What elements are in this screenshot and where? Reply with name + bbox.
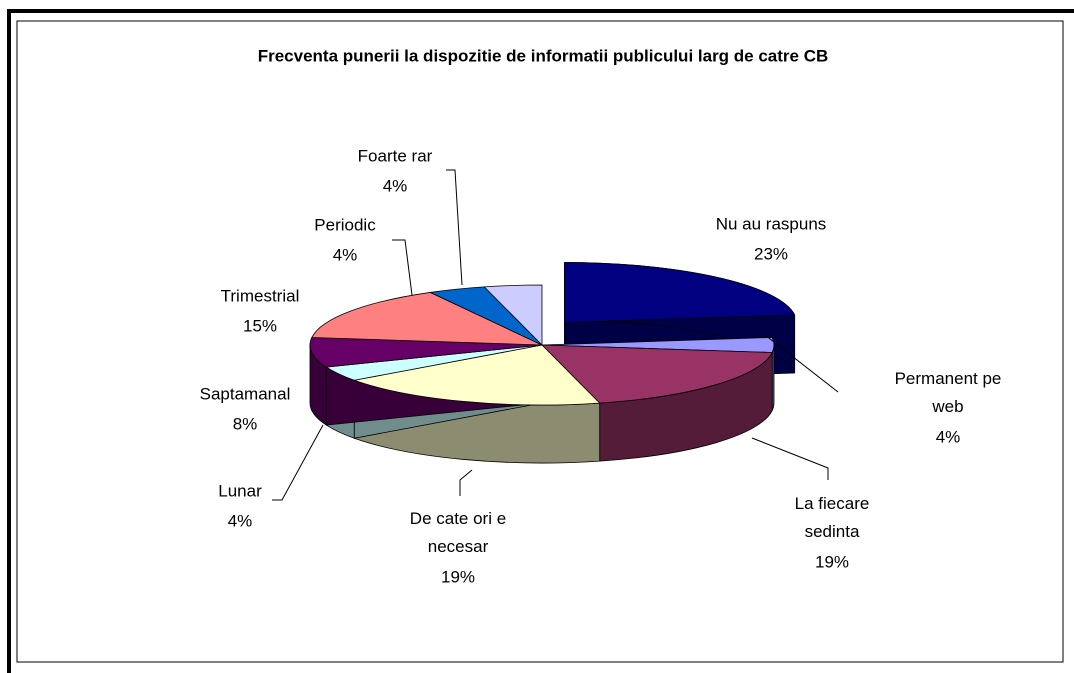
- slice: [483, 284, 543, 346]
- chart-title: Frecventa punerii la dispozitie de infor…: [258, 46, 829, 65]
- slice: [352, 344, 601, 406]
- slice-label: Lunar: [218, 481, 262, 500]
- percent-label: 19%: [815, 552, 849, 571]
- leader-line: [751, 437, 829, 480]
- percent-label: 15%: [243, 316, 277, 335]
- leader-line: [459, 469, 473, 496]
- slice-label: Nu au raspuns: [716, 214, 827, 233]
- slice: [311, 292, 543, 346]
- slice-label: La fiecare sedinta: [795, 494, 870, 541]
- plot-frame: [16, 20, 1064, 663]
- slice-label: Permanent pe web: [895, 369, 1002, 416]
- leader-line: [446, 169, 463, 286]
- percent-label: 4%: [228, 511, 253, 530]
- percent-label: 4%: [383, 176, 408, 195]
- slice: [564, 262, 796, 323]
- percent-label: 23%: [754, 244, 788, 263]
- percent-label: 8%: [233, 414, 258, 433]
- slice-label: Foarte rar: [358, 146, 433, 165]
- percent-label: 19%: [441, 567, 475, 586]
- slice-label: Saptamanal: [200, 384, 291, 403]
- percent-label: 4%: [333, 245, 358, 264]
- slice-label: Periodic: [314, 215, 376, 234]
- leader-line: [272, 424, 324, 501]
- labels: Nu au raspuns 23% Permanent pe web 4% La fiec…: [200, 146, 1002, 586]
- leader-line: [392, 239, 413, 296]
- percent-label: 4%: [936, 427, 961, 446]
- slice: [309, 337, 543, 368]
- slice-label: Trimestrial: [221, 286, 300, 305]
- slice: [541, 344, 773, 404]
- leader-line: [764, 334, 839, 393]
- pie: [309, 262, 796, 464]
- slice-label: De cate ori e necesar: [410, 509, 506, 556]
